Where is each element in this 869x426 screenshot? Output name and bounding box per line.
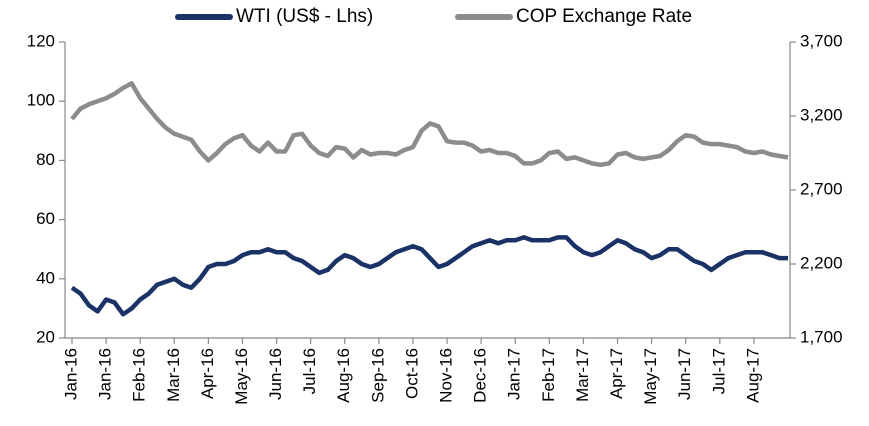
x-tick-label: Jun-17 xyxy=(675,348,694,400)
x-tick-label: Mar-17 xyxy=(573,348,592,402)
y-tick-label: 100 xyxy=(27,91,55,110)
x-tick-label: Mar-16 xyxy=(164,348,183,402)
x-tick-label: Sep-16 xyxy=(368,348,387,403)
x-tick-label: Jan-16 xyxy=(61,348,80,400)
series-line xyxy=(70,235,788,317)
x-tick-label: Jul-16 xyxy=(300,348,319,394)
y-tick-label: 60 xyxy=(36,209,55,228)
y2-tick-label: 2,200 xyxy=(800,253,843,272)
y-tick-label: 20 xyxy=(36,327,55,346)
x-tick-label: Jan-16 xyxy=(96,348,115,400)
x-tick-label: Aug-16 xyxy=(334,348,353,403)
x-tick-label: Apr-16 xyxy=(198,348,217,399)
x-tick-label: Oct-16 xyxy=(402,348,421,399)
y-tick-label: 120 xyxy=(27,31,55,50)
x-tick-label: Feb-17 xyxy=(539,348,558,402)
x-tick-label: Nov-16 xyxy=(437,348,456,403)
x-tick-label: May-16 xyxy=(232,348,251,405)
y2-tick-label: 2,700 xyxy=(800,179,843,198)
x-tick-label: Jun-16 xyxy=(266,348,285,400)
legend-label: WTI (US$ - Lhs) xyxy=(236,6,373,27)
y2-tick-label: 3,700 xyxy=(800,31,843,50)
x-tick-label: Aug-17 xyxy=(743,348,762,403)
y2-tick-label: 1,700 xyxy=(800,327,843,346)
legend-label: COP Exchange Rate xyxy=(516,6,692,27)
y-tick-label: 80 xyxy=(36,150,55,169)
x-tick-label: Jan-17 xyxy=(505,348,524,400)
series-line xyxy=(70,81,789,168)
x-tick-label: May-17 xyxy=(641,348,660,405)
y2-tick-label: 3,200 xyxy=(800,105,843,124)
y-tick-label: 40 xyxy=(36,268,55,287)
x-tick-label: Jul-17 xyxy=(709,348,728,394)
x-tick-label: Dec-16 xyxy=(471,348,490,403)
x-tick-label: Apr-17 xyxy=(607,348,626,399)
x-tick-label: Feb-16 xyxy=(130,348,149,402)
